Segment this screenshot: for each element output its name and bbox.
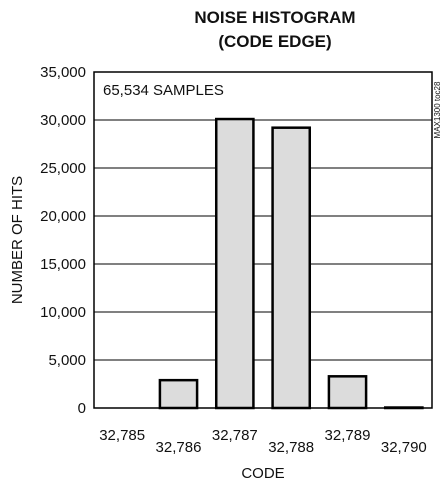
- x-tick-label: 32,790: [381, 439, 427, 456]
- x-tick-label: 32,787: [212, 427, 258, 444]
- samples-annotation: 65,534 SAMPLES: [103, 82, 224, 99]
- y-tick-label: 5,000: [48, 352, 86, 369]
- y-axis-label: NUMBER OF HITS: [9, 176, 26, 304]
- y-tick-label: 30,000: [40, 112, 86, 129]
- x-tick-label: 32,789: [325, 427, 371, 444]
- chart-title: NOISE HISTOGRAM: [194, 8, 356, 27]
- x-tick-label: 32,786: [156, 439, 202, 456]
- x-axis-ticks: 32,785 32,786 32,787 32,788 32,789 32,790: [99, 427, 427, 456]
- y-tick-label: 15,000: [40, 256, 86, 273]
- y-tick-label: 10,000: [40, 304, 86, 321]
- y-tick-label: 25,000: [40, 160, 86, 177]
- plot-frame: [93, 71, 433, 409]
- bar-32787: [214, 117, 255, 410]
- x-axis-label: CODE: [241, 465, 284, 482]
- grid-lines: [94, 119, 432, 361]
- y-tick-label: 20,000: [40, 208, 86, 225]
- side-reference-label: MAX1300 toc28: [433, 81, 442, 138]
- bar-32788: [271, 126, 312, 410]
- y-axis-ticks: 0 5,000 10,000 15,000 20,000 25,000 30,000 35,0…: [40, 64, 86, 417]
- bar-32786: [158, 378, 199, 410]
- y-tick-label: 0: [78, 400, 86, 417]
- bar-32789: [327, 375, 368, 410]
- x-tick-label: 32,788: [268, 439, 314, 456]
- chart-subtitle: (CODE EDGE): [218, 32, 332, 51]
- bar-series: [158, 117, 424, 410]
- x-tick-label: 32,785: [99, 427, 145, 444]
- y-tick-label: 35,000: [40, 64, 86, 81]
